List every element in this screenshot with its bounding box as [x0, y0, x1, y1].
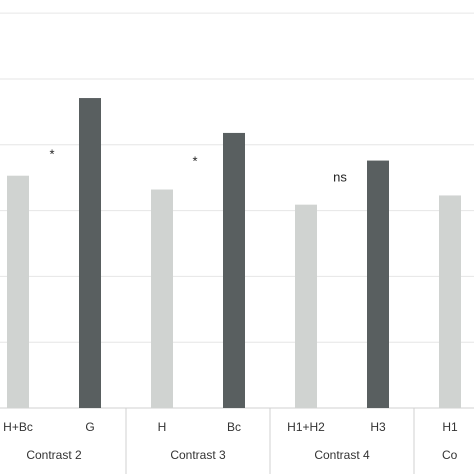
x-tick-label: H1+H2 — [287, 420, 325, 434]
bar — [79, 98, 101, 409]
bar — [295, 204, 317, 408]
x-tick-label: Bc — [227, 420, 241, 434]
x-tick-label: G — [85, 420, 94, 434]
bar — [7, 175, 29, 408]
x-tick-label: H — [158, 420, 167, 434]
significance-label: * — [49, 146, 54, 161]
bar — [151, 189, 173, 408]
significance-label: ns — [333, 169, 347, 184]
group-label: Contrast 3 — [170, 448, 226, 462]
bar — [367, 160, 389, 408]
x-tick-label: H+Bc — [3, 420, 33, 434]
x-tick-label: H1 — [442, 420, 458, 434]
bar — [439, 195, 461, 408]
x-tick-label: H3 — [370, 420, 386, 434]
group-label: Co — [442, 448, 458, 462]
significance-label: * — [192, 153, 197, 168]
group-label: Contrast 2 — [26, 448, 82, 462]
bar — [223, 132, 245, 409]
group-label: Contrast 4 — [314, 448, 370, 462]
